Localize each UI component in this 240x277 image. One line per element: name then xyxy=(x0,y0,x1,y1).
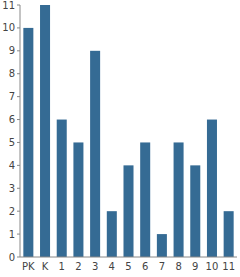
y-tick-label: 4 xyxy=(9,160,15,171)
bar xyxy=(23,28,33,257)
bar xyxy=(174,142,184,257)
y-tick-label: 11 xyxy=(2,0,15,11)
bar xyxy=(57,120,67,257)
bar xyxy=(224,211,234,257)
y-tick-label: 10 xyxy=(2,22,15,33)
bar xyxy=(107,211,117,257)
bar xyxy=(140,142,150,257)
x-tick-label: 9 xyxy=(192,261,198,272)
x-tick-label: PK xyxy=(22,261,35,272)
bar xyxy=(190,165,200,257)
x-axis xyxy=(20,257,237,258)
y-tick-label: 9 xyxy=(9,45,15,56)
x-tick-label: 11 xyxy=(222,261,235,272)
bar xyxy=(90,51,100,257)
x-tick-label: 3 xyxy=(92,261,98,272)
x-tick-label: 1 xyxy=(59,261,65,272)
y-tick-label: 1 xyxy=(9,229,15,240)
bar xyxy=(73,142,83,257)
bar xyxy=(40,5,50,257)
bar xyxy=(157,234,167,257)
bar xyxy=(123,165,133,257)
y-tick-label: 2 xyxy=(9,206,15,217)
chart: 01234567891011PKK1234567891011 xyxy=(0,0,240,277)
bar xyxy=(207,120,217,257)
x-tick-label: 10 xyxy=(206,261,219,272)
x-tick-label: K xyxy=(42,261,49,272)
x-tick-label: 2 xyxy=(75,261,81,272)
x-tick-label: 5 xyxy=(125,261,131,272)
y-tick-label: 3 xyxy=(9,183,15,194)
x-tick-label: 8 xyxy=(175,261,181,272)
y-tick-label: 0 xyxy=(9,252,15,263)
bars xyxy=(23,5,233,257)
y-axis xyxy=(20,5,21,257)
x-tick-label: 6 xyxy=(142,261,148,272)
y-tick-label: 6 xyxy=(9,114,15,125)
x-tick-label: 7 xyxy=(159,261,165,272)
y-tick-label: 5 xyxy=(9,137,15,148)
y-tick-label: 8 xyxy=(9,68,15,79)
y-tick-label: 7 xyxy=(9,91,15,102)
x-tick-label: 4 xyxy=(109,261,115,272)
